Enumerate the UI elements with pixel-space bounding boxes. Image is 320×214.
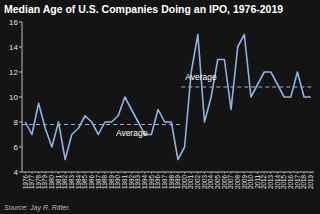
x-tick [191,172,192,174]
x-tick [204,172,205,174]
x-tick [91,172,92,174]
x-tick [164,172,165,174]
x-tick [71,172,72,174]
y-tick-label: 10 [9,93,18,102]
x-tick [257,172,258,174]
x-tick [250,172,251,174]
plot-area [22,35,314,160]
x-tick [58,172,59,174]
title: Median Age of U.S. Companies Doing an IP… [4,3,283,15]
y-tick-label: 16 [9,18,18,27]
x-tick [231,172,232,174]
average-line [22,124,181,125]
x-tick [131,172,132,174]
x-tick [85,172,86,174]
x-tick [217,172,218,174]
x-tick-label: 2019 [307,175,314,190]
x-tick [177,172,178,174]
x-tick [104,172,105,174]
x-tick [184,172,185,174]
x-tick [31,172,32,174]
y-tick [19,97,22,98]
y-tick-label: 12 [9,68,18,77]
x-tick [65,172,66,174]
average-label: Average [116,128,148,138]
y-tick [19,172,22,173]
x-tick [151,172,152,174]
x-tick [304,172,305,174]
x-tick [284,172,285,174]
x-tick [51,172,52,174]
x-axis [22,172,314,173]
x-tick [138,172,139,174]
y-tick [19,22,22,23]
y-tick [19,147,22,148]
y-tick [19,122,22,123]
chart: Median Age of U.S. Companies Doing an IP… [0,0,320,214]
y-tick [19,72,22,73]
source: Source: Jay R. Ritter. [4,204,70,212]
x-tick [45,172,46,174]
data-line [25,35,310,160]
x-tick [224,172,225,174]
x-tick [197,172,198,174]
y-tick [19,47,22,48]
average-label: Average [185,72,217,82]
x-tick [290,172,291,174]
x-tick [144,172,145,174]
x-tick [78,172,79,174]
x-tick [171,172,172,174]
x-tick [38,172,39,174]
x-tick [158,172,159,174]
x-tick [118,172,119,174]
background [0,0,320,214]
y-tick-label: 6 [14,143,19,152]
x-tick [277,172,278,174]
x-tick [297,172,298,174]
x-tick [98,172,99,174]
x-tick [244,172,245,174]
x-tick [237,172,238,174]
x-tick [111,172,112,174]
x-tick [25,172,26,174]
x-tick [264,172,265,174]
x-tick [270,172,271,174]
x-tick [211,172,212,174]
x-tick [124,172,125,174]
x-tick [310,172,311,174]
y-tick-label: 8 [14,118,19,127]
y-tick-label: 4 [14,168,19,177]
y-tick-label: 14 [9,43,18,52]
